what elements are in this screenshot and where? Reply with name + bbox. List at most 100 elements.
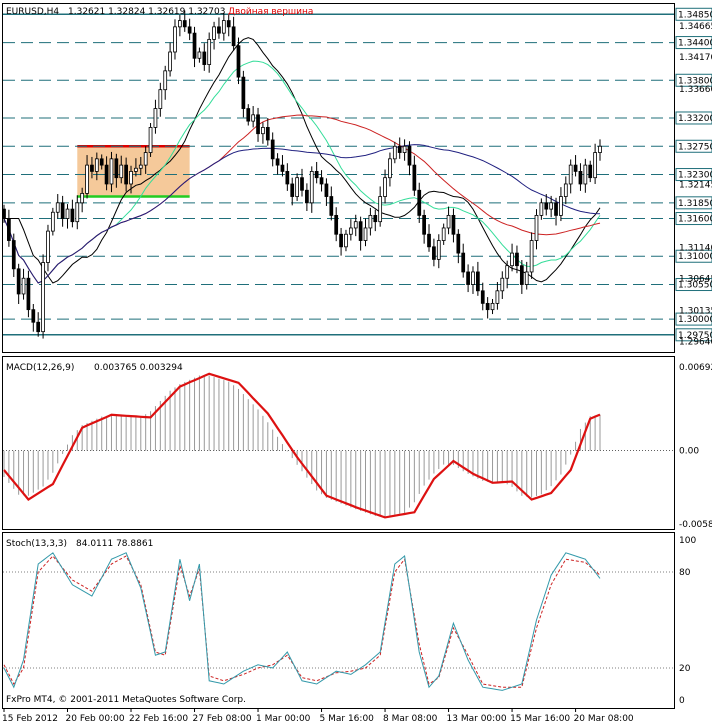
candle xyxy=(598,139,602,161)
candle-body xyxy=(119,164,124,179)
candle-body xyxy=(549,202,554,210)
candle xyxy=(417,182,422,223)
candle xyxy=(187,18,192,41)
candle-body xyxy=(109,158,114,185)
candle xyxy=(314,161,319,184)
time-tick-label: 15 Feb 2012 xyxy=(2,714,58,724)
candle-body xyxy=(412,164,417,191)
candle xyxy=(251,106,256,128)
candle-body xyxy=(290,183,295,197)
candle xyxy=(31,304,36,332)
candle xyxy=(265,117,270,146)
time-tick-label: 13 Mar 00:00 xyxy=(447,714,507,724)
candle-body xyxy=(407,145,412,166)
candle xyxy=(46,224,50,272)
candle-body xyxy=(134,167,138,172)
candle xyxy=(300,168,304,197)
candle xyxy=(94,152,99,181)
candle xyxy=(588,160,593,183)
candle xyxy=(305,183,309,211)
candle-body xyxy=(251,114,256,122)
candle xyxy=(559,187,563,222)
candle-body xyxy=(583,164,588,185)
candle xyxy=(461,243,466,278)
candle xyxy=(236,37,241,85)
candle xyxy=(90,156,94,179)
candle xyxy=(480,282,485,311)
candle-body xyxy=(226,20,231,28)
candle-body xyxy=(124,164,128,185)
candle-body xyxy=(314,171,319,179)
candle-body xyxy=(329,196,334,216)
candle xyxy=(134,158,138,177)
time-tick-label: 15 Mar 16:00 xyxy=(510,714,570,724)
candle xyxy=(261,122,265,144)
stoch-values: 84.0111 78.8861 xyxy=(76,539,153,549)
candle xyxy=(368,207,373,236)
candle-body xyxy=(168,51,172,72)
price-tick-label: 1.34170 xyxy=(679,53,712,63)
candle-body xyxy=(55,202,60,213)
candle-body xyxy=(422,214,426,235)
candle xyxy=(36,312,41,337)
candle-body xyxy=(41,262,45,333)
level-tag xyxy=(675,249,712,263)
pattern-annotation: Двойная вершина xyxy=(228,7,313,17)
candle xyxy=(280,155,285,177)
candle xyxy=(129,165,133,194)
candle xyxy=(422,209,426,244)
candle xyxy=(388,152,392,187)
candle-body xyxy=(187,26,192,34)
candle-body xyxy=(559,196,563,216)
candle xyxy=(446,206,451,235)
candle xyxy=(593,143,597,184)
candle-body xyxy=(471,271,475,285)
candle xyxy=(212,21,216,50)
candle-body xyxy=(11,240,16,270)
candle xyxy=(75,195,80,230)
candle-body xyxy=(319,177,324,185)
candle-body xyxy=(554,202,558,216)
candle xyxy=(334,207,339,242)
level-label: 1.29750 xyxy=(678,331,712,341)
candle-body xyxy=(60,202,65,219)
candle-body xyxy=(436,240,441,260)
candle-body xyxy=(539,202,544,216)
candle xyxy=(192,26,197,68)
candle-body xyxy=(7,218,11,241)
candle xyxy=(41,254,45,339)
stoch-tick-label: 100 xyxy=(679,536,696,546)
ma-blue-line xyxy=(3,144,601,284)
candle xyxy=(353,214,358,237)
candle xyxy=(578,163,583,191)
candle xyxy=(80,187,85,213)
candle xyxy=(519,260,524,294)
candle xyxy=(534,209,539,250)
candle xyxy=(539,198,544,220)
candle xyxy=(275,153,280,175)
candle xyxy=(456,229,461,264)
candle xyxy=(309,166,314,213)
candle xyxy=(451,208,456,243)
candle-body xyxy=(480,290,485,304)
candle-body xyxy=(75,202,80,223)
stoch-panel-frame xyxy=(2,532,675,709)
candle-body xyxy=(202,51,207,65)
candle xyxy=(466,264,470,293)
candle-body xyxy=(519,265,524,285)
candle-body xyxy=(456,233,461,254)
candle xyxy=(412,155,417,196)
candle xyxy=(568,159,573,194)
level-tag xyxy=(675,36,712,50)
price-layer xyxy=(2,10,674,339)
candle-body xyxy=(451,214,456,235)
candle-body xyxy=(578,171,583,185)
candle xyxy=(226,14,231,37)
ma-black-line xyxy=(4,37,601,284)
candle-body xyxy=(256,114,260,135)
candle xyxy=(295,173,299,201)
candle-body xyxy=(153,108,158,128)
candle-body xyxy=(344,233,348,248)
time-tick-label: 1 Mar 00:00 xyxy=(256,714,311,724)
candle-body xyxy=(466,271,470,285)
